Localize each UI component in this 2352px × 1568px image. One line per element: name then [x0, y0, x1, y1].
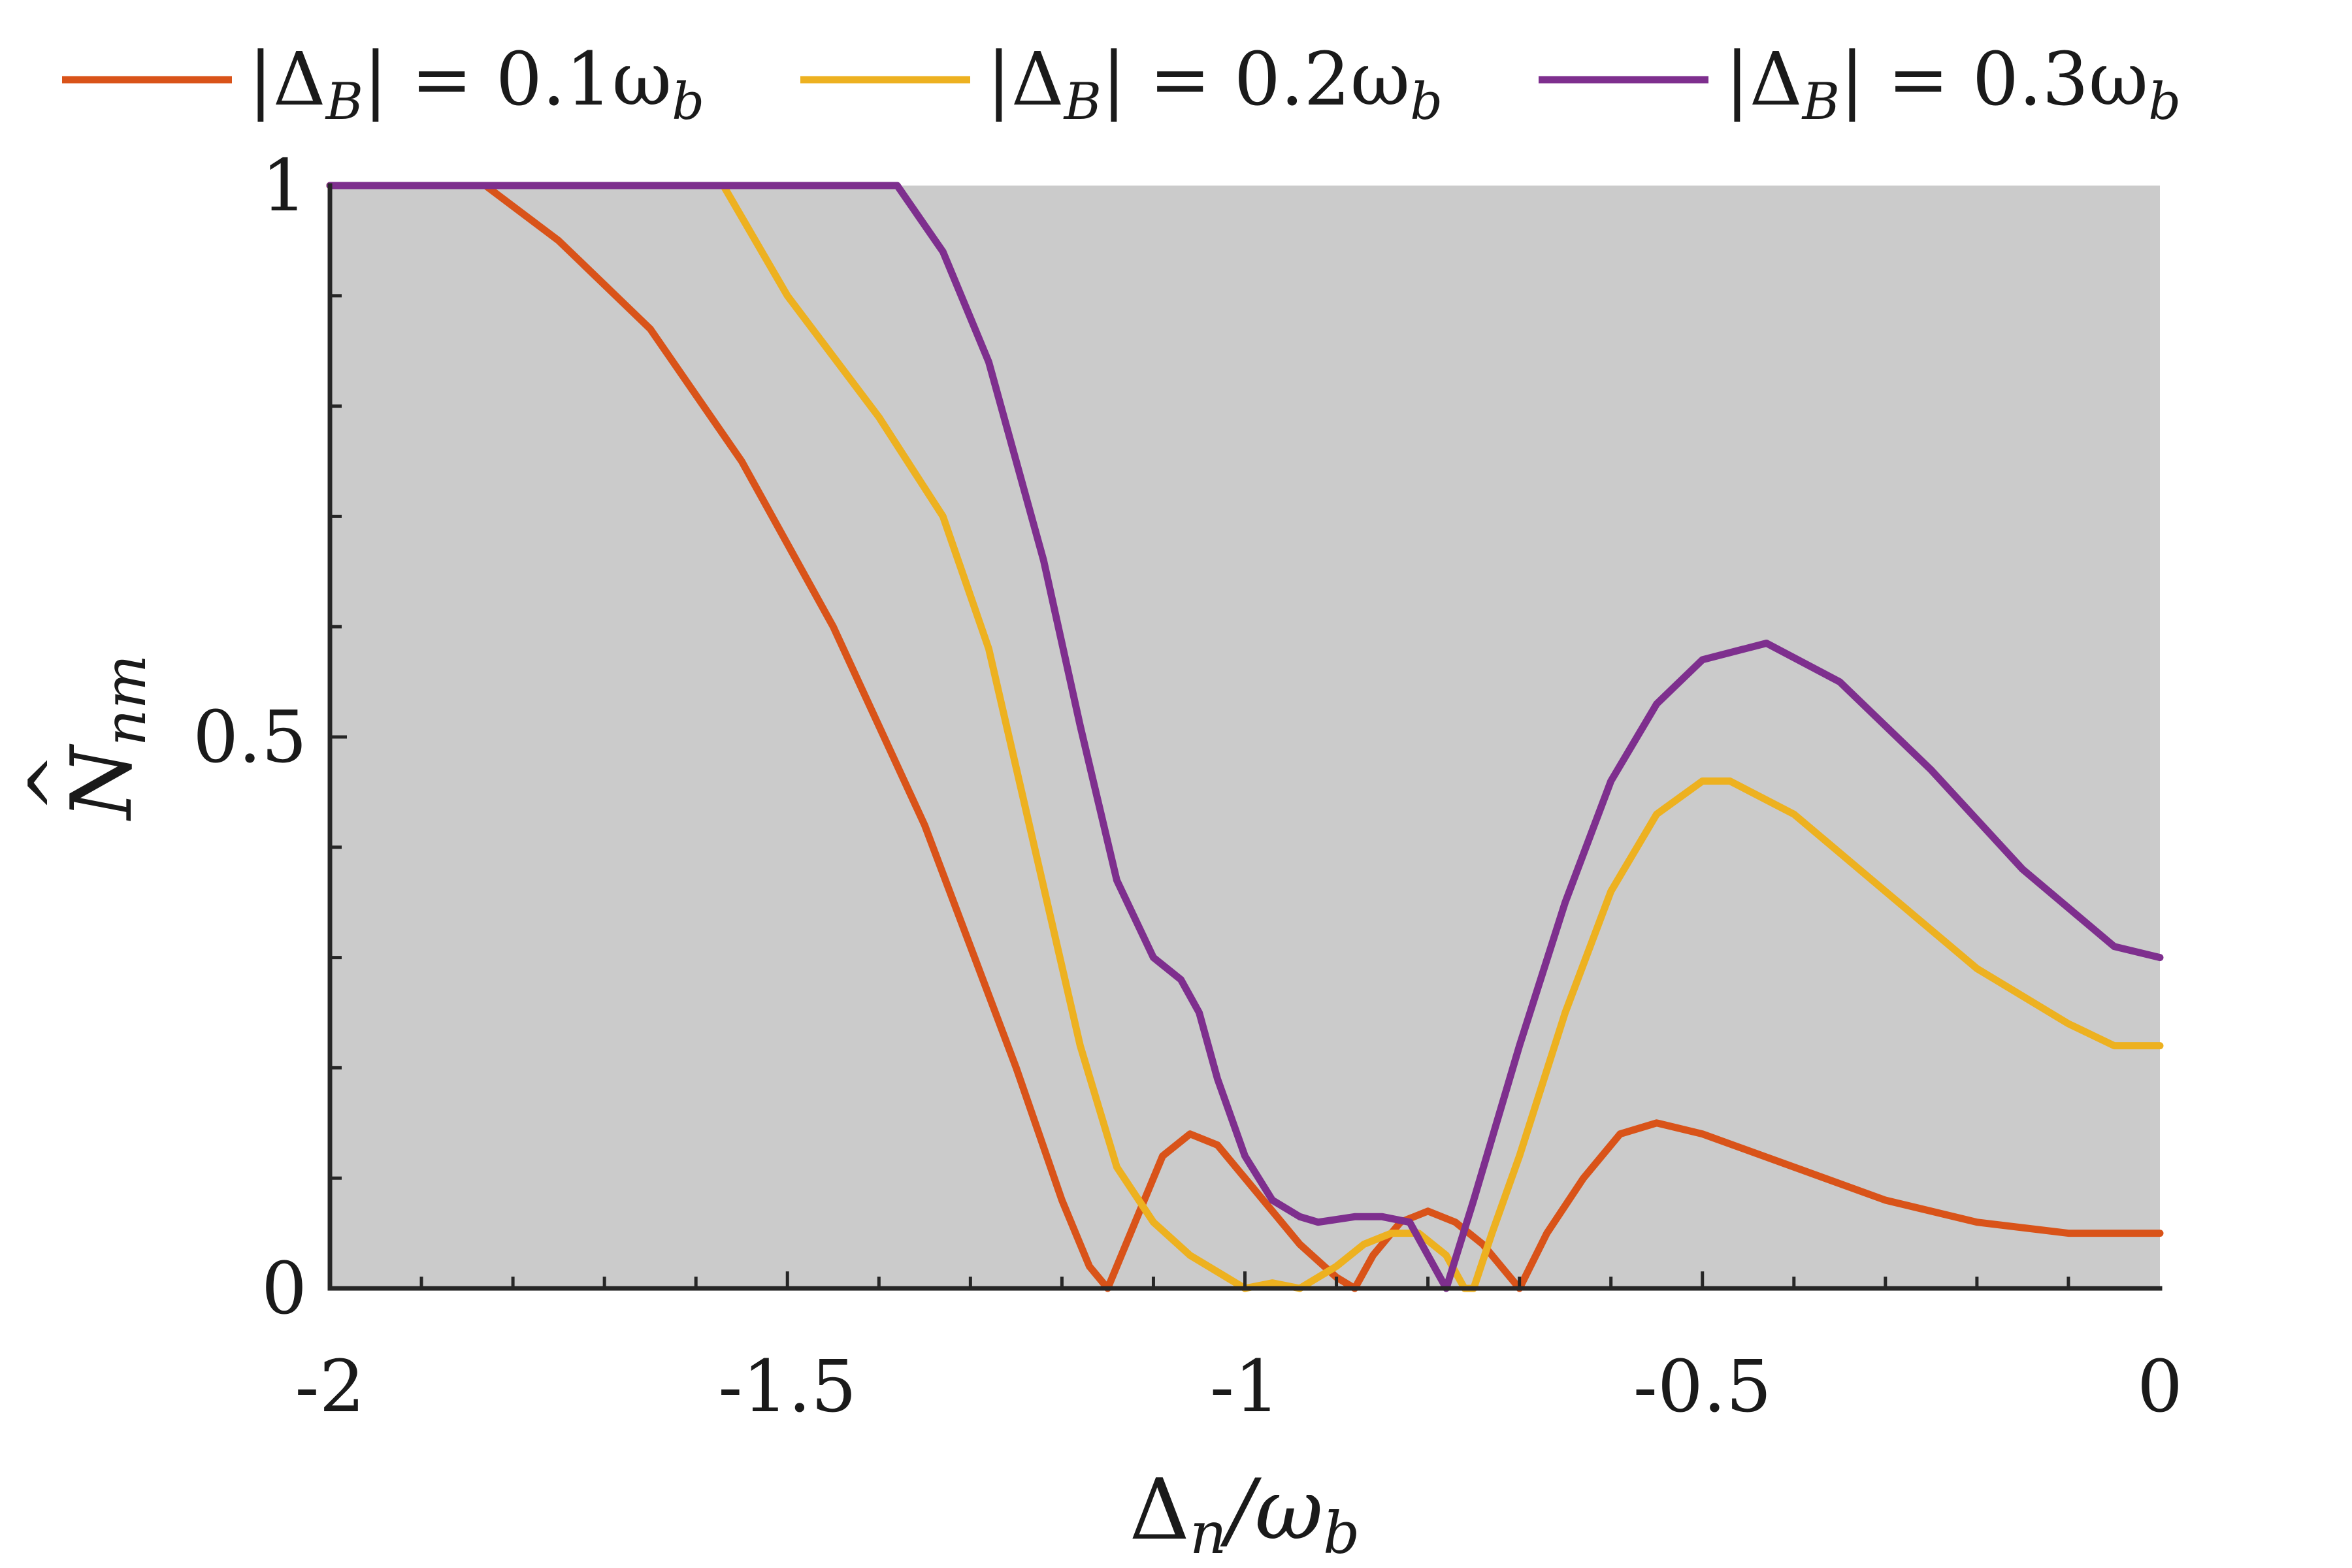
plot-area	[330, 186, 2160, 1288]
legend: |ΔB| = 0.1ωb |ΔB| = 0.2ωb |ΔB| = 0.3ωb	[62, 37, 2181, 131]
x-tick-label: 0	[2137, 1345, 2183, 1428]
y-tick-label: 0.5	[193, 695, 307, 779]
y-tick-label: 0	[261, 1247, 307, 1330]
x-tick-label: -1	[1210, 1345, 1280, 1428]
x-tick-label: -1.5	[718, 1345, 857, 1428]
x-tick-label: -0.5	[1633, 1345, 1772, 1428]
series-line-3	[326, 182, 2164, 1292]
axis-labels: -2 -1.5 -1 -0.5 0 0 0.5 1 Δn/ωb Nnm^	[13, 144, 2183, 1567]
x-axis-label: Δn/ωb	[1130, 1462, 1360, 1567]
y-tick-label: 1	[261, 144, 307, 227]
series-line-1	[326, 182, 2164, 1292]
y-axis-label-hat: ^	[13, 753, 97, 813]
y-axis-label-group: Nnm^	[13, 655, 159, 821]
legend-entry-2: |ΔB| = 0.2ωb	[987, 37, 1443, 131]
y-axis-label: Nnm	[54, 655, 159, 821]
x-tick-label: -2	[295, 1345, 365, 1428]
legend-entry-1: |ΔB| = 0.1ωb	[248, 37, 704, 131]
legend-entry-3: |ΔB| = 0.3ωb	[1725, 37, 2181, 131]
axes	[327, 183, 2163, 1291]
series-line-2	[326, 182, 2164, 1292]
series-layer	[326, 182, 2164, 1292]
